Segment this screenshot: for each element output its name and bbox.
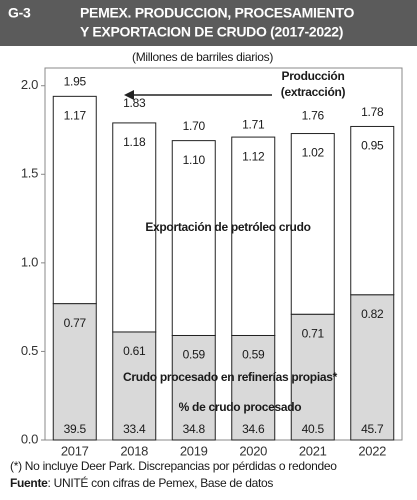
x-tick-label: 2017 (61, 443, 89, 458)
y-tick-label: 2.0 (21, 77, 38, 92)
total-label: 1.83 (123, 96, 146, 110)
source-label: Fuente (10, 476, 48, 490)
total-label: 1.95 (64, 75, 87, 89)
bar-segment (112, 122, 157, 333)
total-label: 1.78 (361, 105, 384, 119)
annotation-arrowhead (124, 90, 134, 100)
subtitle: (Millones de barriles diarios) (132, 50, 273, 64)
bar-segment (52, 95, 97, 305)
value-label: 0.59 (183, 348, 206, 362)
total-label: 1.76 (302, 108, 325, 122)
total-label: 1.71 (242, 117, 265, 131)
series-name: Crudo procesado en refinerías propias* (123, 370, 338, 384)
chart-title: Y EXPORTACION DE CRUDO (2017-2022) (80, 24, 343, 40)
x-tick-label: 2019 (180, 443, 208, 458)
value-label: 1.02 (302, 146, 325, 160)
bar-segment (112, 331, 157, 441)
percent-label: 39.5 (64, 422, 87, 436)
y-tick-label: 1.0 (21, 254, 38, 269)
value-label: 0.71 (302, 326, 325, 340)
value-label: 0.59 (242, 348, 265, 362)
bar-segment (171, 140, 216, 336)
value-label: 1.17 (64, 109, 87, 123)
bar-segment (231, 136, 276, 336)
header-band (0, 0, 417, 46)
value-label: 1.18 (123, 135, 146, 149)
chart-label: G-3 (8, 5, 31, 21)
y-tick-label: 1.5 (21, 166, 38, 181)
x-tick-label: 2020 (239, 443, 267, 458)
percent-label: 45.7 (361, 422, 384, 436)
bar-segment (52, 303, 97, 441)
percent-label: 33.4 (123, 422, 146, 436)
value-label: 0.77 (64, 316, 87, 330)
bar-segment (231, 334, 276, 441)
bar-segment (171, 334, 216, 441)
source-text: : UNITÉ con cifras de Pemex, Base de dat… (48, 475, 274, 490)
plot-frame (44, 67, 403, 441)
series-name: Exportación de petróleo crudo (145, 220, 310, 234)
x-tick-label: 2018 (120, 443, 148, 458)
bar-segment (350, 125, 395, 296)
value-label: 0.82 (361, 307, 384, 321)
footnote: (*) No incluye Deer Park. Discrepancias … (10, 459, 337, 473)
chart-title: PEMEX. PRODUCCION, PROCESAMIENTO (80, 5, 354, 21)
value-label: 0.95 (361, 139, 384, 153)
bar-segment (290, 133, 335, 315)
percent-label: 34.6 (242, 422, 265, 436)
x-tick-label: 2022 (358, 443, 386, 458)
source: Fuente: UNITÉ con cifras de Pemex, Base … (10, 475, 273, 490)
percent-label: 34.8 (183, 422, 206, 436)
percent-label: 40.5 (302, 422, 325, 436)
x-tick-label: 2021 (299, 443, 327, 458)
total-label: 1.70 (183, 119, 206, 133)
value-label: 1.10 (183, 153, 206, 167)
value-label: 1.12 (242, 149, 265, 163)
annotation: (extracción) (281, 85, 346, 99)
annotation: Producción (281, 69, 344, 83)
y-tick-label: 0.0 (21, 431, 38, 446)
bar-segment (350, 294, 395, 441)
y-tick-label: 0.5 (21, 343, 38, 358)
percent-name: % de crudo procesado (179, 400, 302, 414)
value-label: 0.61 (123, 344, 146, 358)
